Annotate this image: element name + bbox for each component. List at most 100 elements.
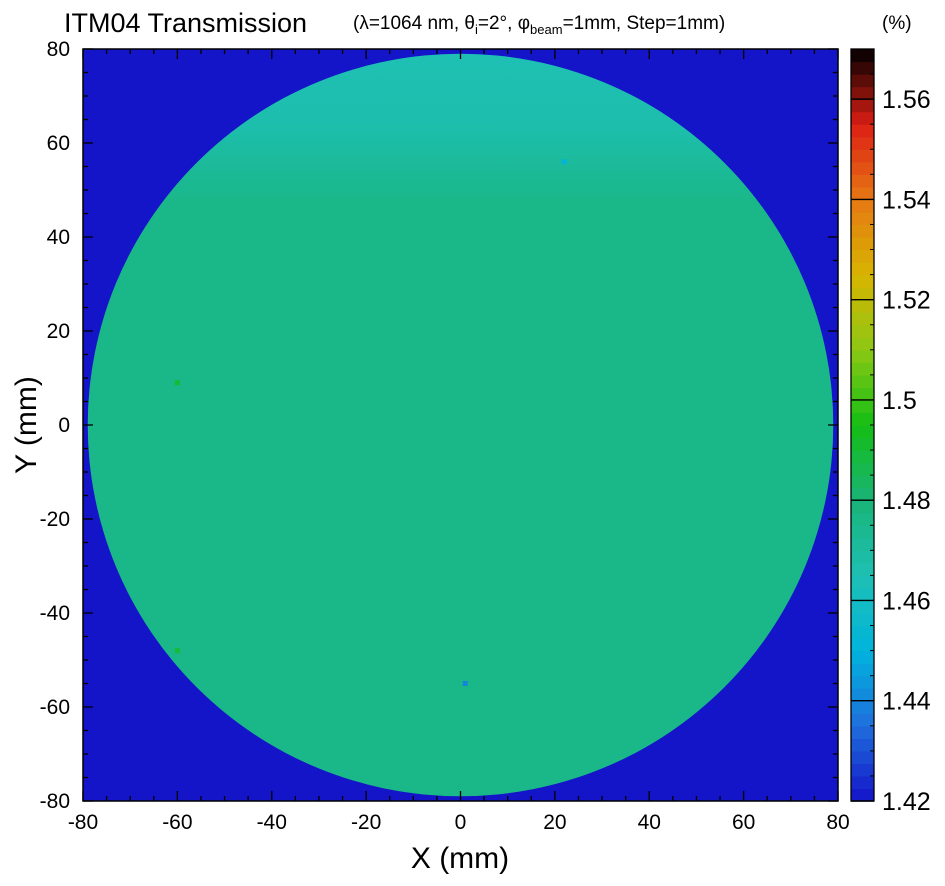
colorbar-band [851, 450, 874, 464]
colorbar-unit-label: (%) [882, 13, 912, 34]
colorbar-band [851, 725, 874, 739]
colorbar-band [851, 349, 874, 363]
y-axis-label: Y (mm) [10, 376, 43, 474]
colorbar-tick-label: 1.42 [882, 788, 931, 816]
colorbar-band [851, 775, 874, 790]
plot-area [82, 48, 839, 802]
colorbar-tick-label: 1.56 [882, 86, 931, 114]
colorbar-band [851, 525, 874, 539]
colorbar-band [851, 337, 874, 351]
x-tick-label: -20 [351, 811, 381, 834]
colorbar-band [851, 287, 874, 301]
colorbar-band [851, 199, 874, 213]
colorbar-band [851, 537, 874, 551]
y-tick-label: 20 [47, 320, 70, 343]
colorbar-band [851, 550, 874, 564]
colorbar-band [851, 299, 874, 313]
colorbar-band [851, 562, 874, 576]
colorbar-band [851, 500, 874, 514]
colorbar-band [851, 237, 874, 251]
x-tick-label: 0 [455, 811, 467, 834]
colorbar-band [851, 638, 874, 652]
colorbar-band [851, 688, 874, 702]
colorbar-band [851, 249, 874, 263]
colorbar-band [851, 111, 874, 125]
colorbar-band [851, 462, 874, 476]
colorbar-band [851, 713, 874, 727]
colorbar-band [851, 312, 874, 326]
x-tick-label: -60 [162, 811, 192, 834]
colorbar-band [851, 374, 874, 388]
y-tick-label: 80 [47, 38, 70, 61]
colorbar-band [851, 274, 874, 288]
x-axis-label: X (mm) [411, 842, 509, 875]
colorbar: 1.56 1.54 1.52 1.5 1.48 1.46 1.44 1.42 [850, 48, 931, 816]
colorbar-band [851, 788, 874, 802]
colorbar-band [851, 487, 874, 501]
y-tick-label: 0 [58, 414, 70, 437]
colorbar-band [851, 512, 874, 526]
colorbar-band [851, 738, 874, 752]
defect-spot [561, 159, 567, 165]
colorbar-band [851, 587, 874, 602]
colorbar-band [851, 763, 874, 777]
colorbar-band [851, 613, 874, 627]
subtitle-phi-symbol: φ [518, 13, 530, 34]
y-tick-label: -20 [40, 508, 70, 531]
colorbar-band [851, 625, 874, 639]
x-tick-label: 80 [826, 811, 849, 834]
subtitle-theta-text: =2°, [478, 13, 518, 34]
colorbar-band [851, 161, 874, 175]
colorbar-band [851, 575, 874, 589]
y-tick-label: -80 [40, 790, 70, 813]
chart-title: ITM04 Transmission [64, 8, 307, 38]
subtitle-open-paren: ( [353, 13, 360, 34]
colorbar-band [851, 362, 874, 376]
colorbar-band [851, 174, 874, 188]
colorbar-tick-label: 1.46 [882, 587, 931, 615]
colorbar-band [851, 49, 874, 63]
chart-subtitle: (λ=1064 nm, θi=2°, φbeam=1mm, Step=1mm) [353, 13, 725, 37]
axes: -80 -60 -40 -20 0 20 40 60 80 80 60 40 20 0 -20 -40 -60 -… [40, 38, 850, 834]
colorbar-band [851, 663, 874, 677]
colorbar-band [851, 387, 874, 401]
y-tick-label: -40 [40, 602, 70, 625]
colorbar-band [851, 99, 874, 113]
colorbar-band [851, 324, 874, 338]
colorbar-band [851, 650, 874, 664]
subtitle-theta-symbol: θ [464, 13, 475, 34]
subtitle-lambda-text: =1064 nm, [369, 13, 465, 34]
colorbar-band [851, 425, 874, 439]
colorbar-band [851, 412, 874, 426]
colorbar-band [851, 399, 874, 414]
colorbar-band [851, 224, 874, 238]
x-tick-label: 40 [638, 811, 661, 834]
colorbar-band [851, 262, 874, 276]
colorbar-tick-label: 1.52 [882, 287, 931, 315]
colorbar-band [851, 437, 874, 451]
title-group: ITM04 Transmission (λ=1064 nm, θi=2°, φb… [64, 8, 912, 38]
x-tick-label: -40 [257, 811, 287, 834]
colorbar-band [851, 700, 874, 714]
colorbar-band [851, 149, 874, 163]
x-tick-label: 60 [732, 811, 755, 834]
colorbar-band [851, 750, 874, 764]
y-tick-label: -60 [40, 696, 70, 719]
defect-spot [462, 681, 468, 686]
colorbar-band [851, 186, 874, 200]
colorbar-band [851, 675, 874, 689]
colorbar-band [851, 124, 874, 138]
colorbar-band [851, 61, 874, 75]
defect-spot [174, 380, 180, 386]
subtitle-phi-sub: beam [530, 22, 563, 37]
subtitle-lambda-symbol: λ [359, 13, 369, 34]
colorbar-band [851, 600, 874, 614]
colorbar-band [851, 86, 874, 100]
y-tick-label: 60 [47, 132, 70, 155]
colorbar-band [851, 136, 874, 150]
y-tick-label: 40 [47, 226, 70, 249]
x-tick-label: -80 [68, 811, 98, 834]
colorbar-tick-label: 1.5 [882, 387, 917, 415]
